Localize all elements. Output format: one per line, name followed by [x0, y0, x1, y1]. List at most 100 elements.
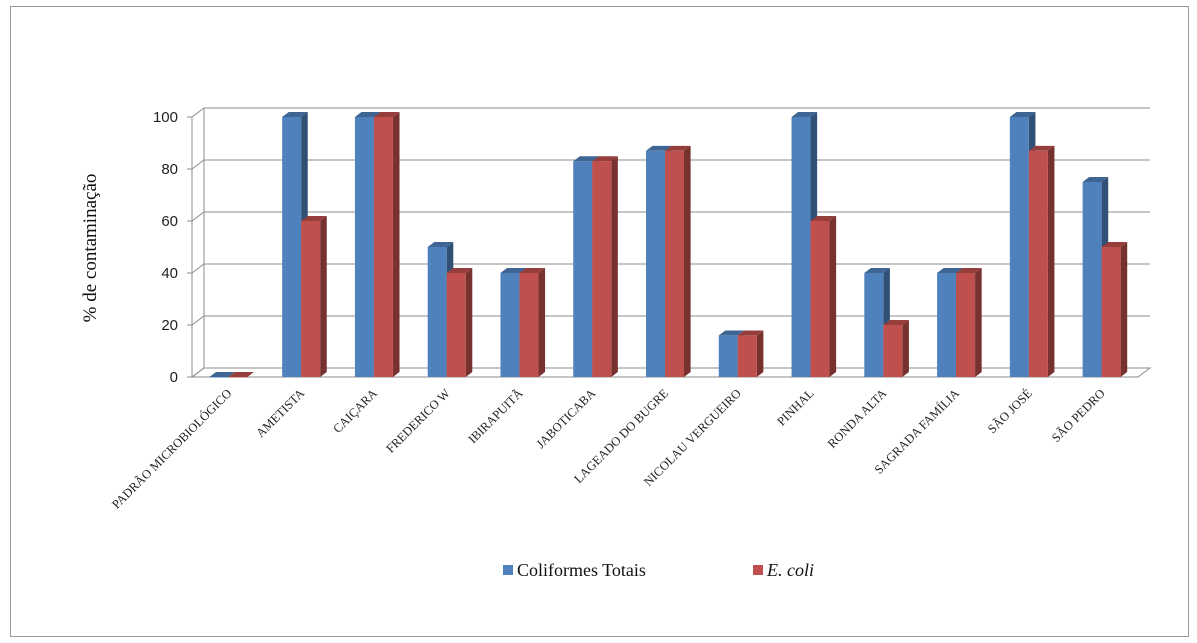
bar-side — [465, 268, 473, 377]
bar-front — [665, 150, 684, 377]
bar-top — [519, 268, 546, 273]
bar-top — [282, 112, 308, 117]
bar-front — [301, 221, 321, 377]
bar-e-coli-6 — [665, 145, 691, 377]
bar-top — [864, 268, 890, 273]
gridline-side-100 — [191, 107, 205, 118]
bar-top — [1028, 145, 1055, 151]
bar-top — [373, 112, 400, 117]
bar-e-coli-4 — [519, 268, 546, 377]
bar-e-coli-5 — [592, 156, 618, 377]
bar-e-coli-11 — [1028, 145, 1055, 377]
bar-e-coli-7 — [737, 330, 764, 377]
bar-top — [228, 372, 254, 377]
bar-front — [791, 117, 811, 377]
y-tick-label: 100 — [153, 109, 178, 126]
bar-front — [354, 117, 374, 377]
bar-top — [956, 268, 982, 273]
bar-top — [500, 268, 527, 273]
legend: Coliformes Totais E. coli — [503, 560, 814, 580]
bar-front — [737, 335, 757, 377]
bar-top — [592, 156, 618, 162]
bar-front — [519, 273, 539, 377]
bar-top — [209, 372, 235, 377]
bar-front — [1028, 150, 1048, 377]
gridline-side-60 — [191, 211, 205, 222]
bar-side — [684, 145, 691, 377]
bar-side — [538, 268, 546, 377]
bar-front — [1082, 182, 1102, 377]
bar-layer — [209, 112, 1128, 378]
y-tick-label: 60 — [161, 213, 178, 230]
bar-top — [718, 330, 745, 336]
bar-front — [1101, 247, 1121, 377]
bar-front — [446, 273, 466, 377]
bar-top — [646, 145, 672, 151]
bar-front — [427, 247, 447, 377]
legend-swatch-e-coli — [753, 565, 763, 575]
bar-front — [937, 273, 957, 377]
bar-front — [373, 117, 393, 377]
bar-side — [829, 216, 837, 377]
legend-swatch-coliformes-totais — [503, 565, 513, 575]
gridline-side-20 — [191, 315, 205, 326]
bar-front — [1009, 117, 1029, 377]
category-label: PADRÃO MICROBIOLÓGICO — [109, 386, 234, 511]
bar-e-coli-2 — [373, 112, 400, 378]
bar-side — [1047, 145, 1055, 377]
bar-side — [902, 320, 909, 377]
bar-coliformes-totais-0 — [209, 372, 235, 378]
bar-front — [573, 161, 593, 377]
category-label: JABOTICABA — [533, 386, 598, 451]
y-axis-label: % de contaminação — [80, 174, 101, 323]
bar-front — [592, 161, 612, 377]
bar-top — [665, 145, 691, 151]
bar-e-coli-9 — [883, 320, 909, 377]
bar-side — [756, 330, 764, 377]
category-label: SÃO JOSÉ — [985, 386, 1035, 436]
bar-side — [1120, 242, 1128, 377]
category-label: SÃO PEDRO — [1049, 386, 1108, 445]
bar-top — [937, 268, 963, 273]
y-tick-label: 80 — [161, 161, 178, 178]
y-tick-label: 40 — [161, 265, 178, 282]
bar-front — [718, 335, 738, 377]
bar-e-coli-10 — [956, 268, 982, 377]
bar-front — [864, 273, 884, 377]
legend-label-e-coli: E. coli — [766, 560, 814, 580]
y-tick-label: 20 — [161, 317, 178, 334]
bar-top — [354, 112, 381, 117]
category-label: RONDA ALTA — [825, 386, 890, 451]
bar-front — [500, 273, 520, 377]
bar-front — [209, 377, 229, 378]
y-tick-label: 0 — [170, 369, 178, 386]
bar-top — [791, 112, 818, 117]
bar-e-coli-3 — [446, 268, 473, 377]
bar-top — [573, 156, 599, 162]
gridline-side-0 — [191, 367, 205, 378]
bar-front — [646, 150, 665, 377]
bar-front — [956, 273, 976, 377]
bar-top — [446, 268, 473, 273]
bar-top — [883, 320, 909, 325]
bar-front — [810, 221, 830, 377]
bar-e-coli-8 — [810, 216, 837, 377]
category-label: CAIÇARA — [330, 386, 380, 436]
gridline-side-80 — [191, 159, 205, 170]
bar-top — [1009, 112, 1036, 117]
bar-top — [737, 330, 764, 336]
bar-top — [810, 216, 837, 221]
category-label: IBIRAPUITÃ — [466, 386, 526, 446]
bar-top — [1082, 177, 1109, 182]
legend-label-coliformes-totais: Coliformes Totais — [517, 560, 646, 580]
bar-e-coli-0 — [228, 372, 254, 378]
bar-side — [975, 268, 982, 377]
bar-side — [611, 156, 618, 377]
category-label: AMETISTA — [253, 386, 307, 440]
bar-front — [228, 377, 248, 378]
bar-top — [1101, 242, 1128, 247]
bar-top — [427, 242, 454, 247]
bar-front — [883, 325, 903, 377]
category-label: FREDERICO W — [383, 386, 453, 456]
